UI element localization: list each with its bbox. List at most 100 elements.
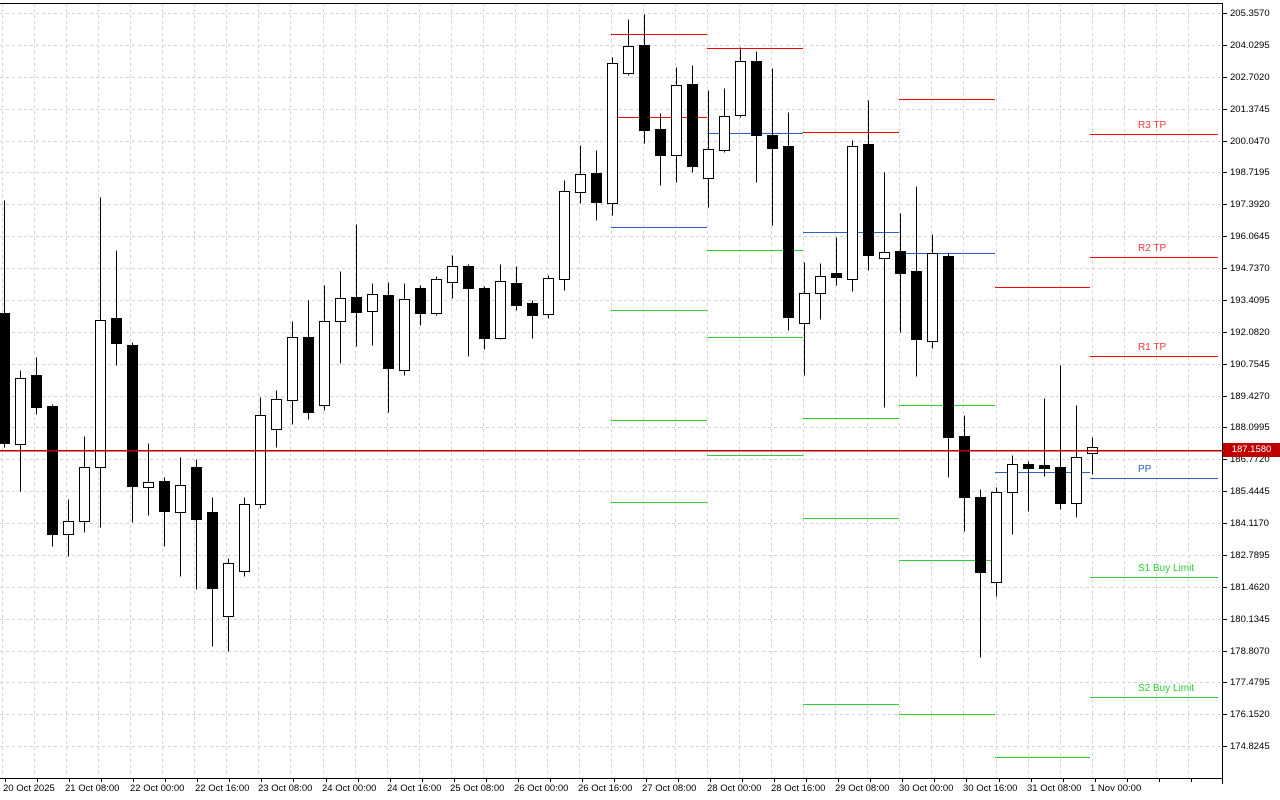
candle-bear [959,415,970,532]
current-price-badge: 187.1580 [1223,443,1280,457]
candle-bear [831,237,842,286]
candle-bull [719,88,730,153]
candle-bear [863,100,874,271]
time-tick-label: 26 Oct 00:00 [514,783,569,794]
candle-bull [367,283,378,346]
candle-bull [671,67,682,183]
candle-bear [31,357,42,415]
time-tick-label: 30 Oct 00:00 [899,783,954,794]
time-tick-label: 1 Nov 00:00 [1090,783,1142,794]
price-tick-label: 204.0295 [1230,40,1270,51]
candle-bear [47,404,58,547]
price-tick-label: 205.3570 [1230,8,1270,19]
candle-bull [1007,455,1018,535]
candle-bear [591,150,602,221]
time-tick-label: 24 Oct 00:00 [322,783,377,794]
price-tick-label: 200.0470 [1230,136,1270,147]
candle-bull [335,271,346,364]
price-tick-label: 186.7720 [1230,454,1270,465]
price-tick-label: 201.3745 [1230,104,1270,115]
price-tick-label: 185.4445 [1230,486,1270,497]
candle-bull [15,370,26,492]
candle-bear [751,51,762,183]
candle-bull [927,234,938,349]
candle-bear [639,14,650,144]
price-tick-label: 202.7020 [1230,72,1270,83]
time-tick-label: 29 Oct 08:00 [835,783,890,794]
time-tick-label: 30 Oct 16:00 [963,783,1018,794]
level-label-s2-buy-limit: S2 Buy Limit [1138,683,1195,694]
candle-bull [543,275,554,319]
candle-bear [895,213,906,333]
candle-bull [799,262,810,376]
level-label-r3-tp: R3 TP [1138,120,1167,131]
candle-bull [399,283,410,376]
time-tick-label: 22 Oct 16:00 [195,783,250,794]
candle-bull [239,497,250,577]
time-tick-label: 27 Oct 08:00 [642,783,697,794]
candle-bull [575,145,586,204]
candle-bear [527,300,538,339]
candle-bear [207,497,218,647]
candle-bull [607,57,618,216]
candle-bull [1087,437,1098,475]
price-tick-label: 182.7895 [1230,550,1270,561]
candle-bull [991,487,1002,597]
price-tick-label: 189.4270 [1230,391,1270,402]
candle-bear [943,253,954,478]
candle-bull [175,457,186,577]
candle-bear [1023,461,1034,512]
candle-bear [687,65,698,173]
candle-bear [0,200,10,448]
price-tick-label: 174.8245 [1230,741,1270,752]
candle-bear [351,224,362,347]
candle-bull [735,47,746,118]
time-tick-label: 26 Oct 16:00 [578,783,633,794]
candle-bear [191,459,202,590]
time-tick-label: 28 Oct 00:00 [707,783,762,794]
candle-bear [111,250,122,366]
level-label-pp: PP [1138,464,1152,475]
price-tick-label: 192.0820 [1230,327,1270,338]
price-tick-label: 181.4620 [1230,582,1270,593]
level-label-s1-buy-limit: S1 Buy Limit [1138,563,1195,574]
candle-bear [127,342,138,523]
time-tick-label: 28 Oct 16:00 [771,783,826,794]
candle-bear [911,186,922,377]
candle-bear [767,68,778,226]
price-tick-label: 193.4095 [1230,295,1270,306]
candle-bull [271,390,282,448]
candle-bear [1055,365,1066,510]
time-tick-label: 24 Oct 16:00 [387,783,442,794]
price-tick-label: 178.8070 [1230,646,1270,657]
price-tick-label: 184.1170 [1230,518,1269,529]
level-label-r1-tp: R1 TP [1138,342,1167,353]
candle-bull [447,255,458,299]
candle-bull [1071,405,1082,518]
candle-bear [511,266,522,311]
price-tick-label: 188.0995 [1230,422,1270,433]
price-tick-label: 177.4795 [1230,677,1270,688]
candle-bull [703,90,714,208]
time-tick-label: 23 Oct 08:00 [258,783,313,794]
candle-bull [143,443,154,516]
candle-bull [623,19,634,76]
time-tick-label: 25 Oct 08:00 [450,783,505,794]
candle-bull [815,263,826,320]
candle-bear [783,112,794,331]
candle-bull [79,436,90,533]
candle-bear [415,285,426,326]
candle-bear [463,264,474,357]
price-tick-label: 194.7370 [1230,263,1270,274]
price-tick-label: 198.7195 [1230,167,1270,178]
candle-bull [879,172,890,408]
price-tick-label: 190.7545 [1230,359,1270,370]
candle-bull [255,397,266,509]
candle-bull [431,276,442,316]
candle-bull [95,197,106,528]
price-tick-label: 180.1345 [1230,614,1270,625]
candle-bull [287,321,298,425]
level-label-r2-tp: R2 TP [1138,243,1167,254]
